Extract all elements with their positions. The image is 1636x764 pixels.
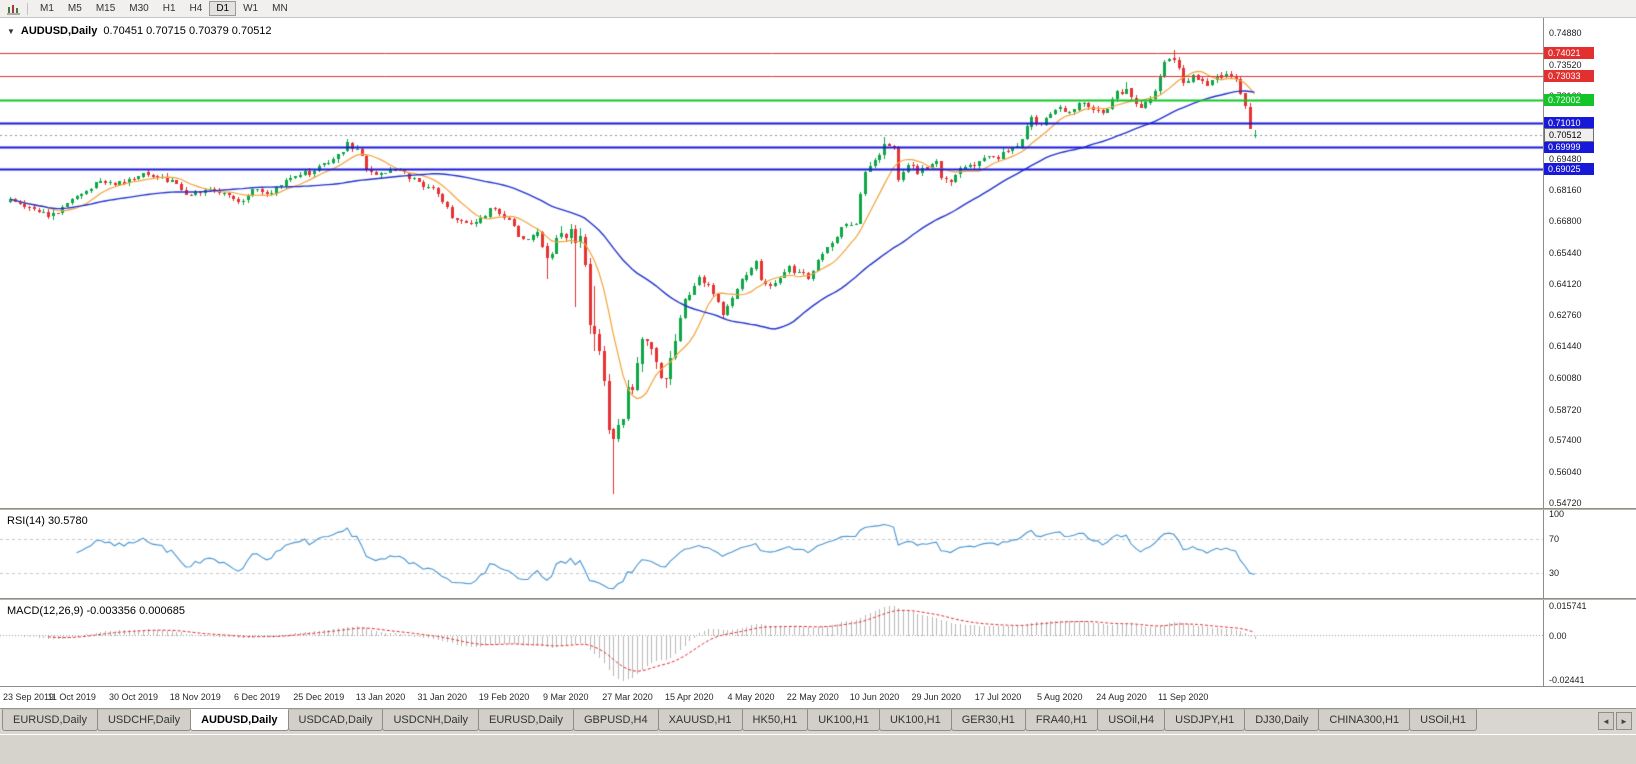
status-bar <box>0 734 1636 764</box>
level-price-chip: 0.71010 <box>1544 117 1594 130</box>
chart-tab-china300-h1[interactable]: CHINA300,H1 <box>1318 709 1411 731</box>
price-tick: 0.73520 <box>1549 59 1582 70</box>
chart-tabs-bar: EURUSD,Daily USDCHF,Daily AUDUSD,Daily USDC… <box>0 708 1636 734</box>
chart-tab-dj30-daily[interactable]: DJ30,Daily <box>1244 709 1320 731</box>
level-price-chip: 0.73033 <box>1544 69 1594 82</box>
chart-tab-hk50-h1[interactable]: HK50,H1 <box>741 709 809 731</box>
chart-symbol-label: AUDUSD,Daily <box>20 25 98 37</box>
date-label: 30 Oct 2019 <box>108 692 159 702</box>
chart-tab-fra40-h1[interactable]: FRA40,H1 <box>1024 709 1099 731</box>
chart-tab-usoil-h4[interactable]: USOil,H4 <box>1097 709 1166 731</box>
date-label: 13 Jan 2020 <box>355 692 406 702</box>
date-label: 23 Sep 2019 <box>3 692 55 702</box>
chart-title: ▼ AUDUSD,Daily 0.70451 0.70715 0.70379 0… <box>7 25 272 37</box>
timeframe-button-m15[interactable]: M15 <box>95 3 116 14</box>
date-label: 11 Sep 2020 <box>1158 692 1209 702</box>
rsi-axis-label: 100 <box>1549 509 1565 520</box>
level-price-chip: 0.69999 <box>1544 140 1594 153</box>
pane-splitter-rsi[interactable] <box>0 508 1636 510</box>
date-label: 19 Feb 2020 <box>478 692 530 702</box>
date-label: 11 Oct 2019 <box>47 692 96 702</box>
timeframe-button-d1[interactable]: D1 <box>209 1 237 16</box>
chart-ohlc-label: 0.70451 0.70715 0.70379 0.70512 <box>103 25 272 37</box>
price-tick: 0.74880 <box>1549 27 1582 38</box>
macd-indicator-canvas[interactable] <box>0 600 1543 686</box>
price-tick: 0.61440 <box>1549 341 1582 352</box>
chart-tab-usdchf-daily[interactable]: USDCHF,Daily <box>96 709 192 731</box>
date-label: 18 Nov 2019 <box>169 692 221 702</box>
price-tick: 0.56040 <box>1549 467 1582 478</box>
tab-scroll-left-icon[interactable]: ◄ <box>1598 712 1614 730</box>
price-tick: 0.69480 <box>1549 153 1582 164</box>
chart-tab-usdcnh-daily[interactable]: USDCNH,Daily <box>382 709 480 731</box>
price-tick: 0.60080 <box>1549 372 1582 383</box>
timeframe-button-mn[interactable]: MN <box>272 3 288 14</box>
macd-axis-label: -0.02441 <box>1549 675 1585 685</box>
rsi-indicator-canvas[interactable] <box>0 510 1543 598</box>
level-price-chip: 0.72002 <box>1544 94 1594 106</box>
rsi-axis-label: 70 <box>1549 534 1560 545</box>
chart-dropdown-icon[interactable]: ▼ <box>7 26 15 36</box>
rsi-axis-label: 30 <box>1549 567 1560 578</box>
date-label: 10 Jun 2020 <box>849 692 900 702</box>
toolbar-separator <box>27 2 28 15</box>
timeframe-buttons: M1 M5 M15 M30 H1 H4 D1 W1 MN <box>33 1 295 16</box>
date-label: 27 Mar 2020 <box>602 692 653 702</box>
chart-window: ▼ AUDUSD,Daily 0.70451 0.70715 0.70379 0… <box>0 18 1636 708</box>
pane-splitter-macd[interactable] <box>0 598 1636 600</box>
chart-tab-ger30-h1[interactable]: GER30,H1 <box>950 709 1026 731</box>
chart-tab-uk100-h1[interactable]: UK100,H1 <box>807 709 880 731</box>
macd-axis-label: 0.00 <box>1549 630 1567 641</box>
tab-scroll-right-icon[interactable]: ► <box>1616 712 1632 730</box>
price-tick: 0.65440 <box>1549 247 1582 258</box>
timeframe-button-h4[interactable]: H4 <box>189 3 203 14</box>
level-price-chip: 0.74021 <box>1544 46 1594 59</box>
date-label: 22 May 2020 <box>786 692 839 702</box>
timeframe-toolbar: M1 M5 M15 M30 H1 H4 D1 W1 MN <box>0 0 1636 18</box>
macd-indicator-label: MACD(12,26,9) -0.003356 0.000685 <box>7 605 185 617</box>
date-label: 25 Dec 2019 <box>293 692 345 702</box>
price-tick: 0.64120 <box>1549 278 1582 289</box>
date-label: 29 Jun 2020 <box>911 692 962 702</box>
chart-tab-xauusd-h1[interactable]: XAUUSD,H1 <box>657 709 743 731</box>
date-label: 9 Mar 2020 <box>542 692 589 702</box>
current-price-chip: 0.70512 <box>1544 127 1594 142</box>
macd-axis-label: 0.015741 <box>1549 601 1587 611</box>
time-axis[interactable]: 23 Sep 2019 11 Oct 2019 30 Oct 2019 18 Nov … <box>0 686 1636 708</box>
timeframe-button-m30[interactable]: M30 <box>129 3 149 14</box>
level-price-chip: 0.69025 <box>1544 163 1594 176</box>
chart-tab-gbpusd-h4[interactable]: GBPUSD,H4 <box>573 709 659 731</box>
date-label: 17 Jul 2020 <box>974 692 1022 702</box>
price-tick: 0.68160 <box>1549 184 1582 195</box>
chart-tab-usoil-h1[interactable]: USOil,H1 <box>1409 709 1477 731</box>
date-label: 6 Dec 2019 <box>233 692 281 702</box>
chart-tab-eurusd-daily[interactable]: EURUSD,Daily <box>478 709 574 731</box>
date-label: 24 Aug 2020 <box>1096 692 1147 702</box>
chart-tab-eurusd-daily[interactable]: EURUSD,Daily <box>2 709 98 731</box>
timeframe-button-m1[interactable]: M1 <box>40 3 54 14</box>
chart-icon[interactable] <box>4 2 22 16</box>
chart-icon-glyph <box>6 4 20 14</box>
rsi-indicator-label: RSI(14) 30.5780 <box>7 515 88 527</box>
price-chart-canvas[interactable] <box>0 18 1543 508</box>
date-label: 4 May 2020 <box>727 692 775 702</box>
price-tick: 0.62760 <box>1549 310 1582 321</box>
price-tick: 0.54720 <box>1549 497 1582 508</box>
price-axis[interactable]: 0.748800.735200.721600.694800.681600.668… <box>1543 18 1636 686</box>
timeframe-button-h1[interactable]: H1 <box>162 3 176 14</box>
date-label: 5 Aug 2020 <box>1036 692 1083 702</box>
chart-tab-usdcad-daily[interactable]: USDCAD,Daily <box>287 709 384 731</box>
chart-tab-usdjpy-h1[interactable]: USDJPY,H1 <box>1164 709 1246 731</box>
price-tick: 0.57400 <box>1549 435 1582 446</box>
price-tick: 0.58720 <box>1549 404 1582 415</box>
timeframe-button-w1[interactable]: W1 <box>243 3 259 14</box>
timeframe-button-m5[interactable]: M5 <box>67 3 82 14</box>
date-label: 31 Jan 2020 <box>417 692 468 702</box>
chart-tab-uk100-h1[interactable]: UK100,H1 <box>878 709 952 731</box>
date-label: 15 Apr 2020 <box>664 692 714 702</box>
chart-tab-audusd-daily[interactable]: AUDUSD,Daily <box>190 709 289 731</box>
price-tick: 0.66800 <box>1549 216 1582 227</box>
